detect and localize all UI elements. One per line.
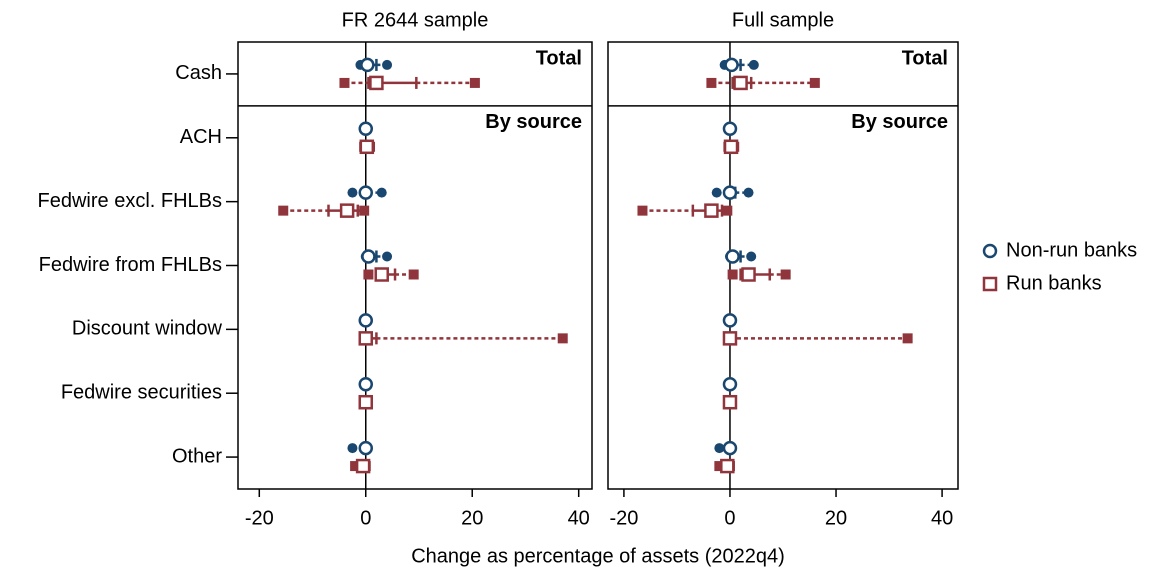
outer-marker [278,205,289,216]
median-marker [355,458,371,474]
x-tick-label: 20 [825,507,847,529]
y-tick-label: Fedwire securities [61,381,222,403]
y-tick-label: Cash [175,62,222,84]
x-axis-label: Change as percentage of assets (2022q4) [411,545,785,567]
outer-marker [714,443,725,454]
outer-marker [809,77,820,88]
outer-marker [727,269,738,280]
median-marker [358,313,374,328]
outer-marker [706,77,717,88]
median-marker [360,57,375,73]
median-marker [722,440,738,456]
median-marker [358,121,374,137]
outer-marker [382,59,393,70]
x-tick-label: 20 [461,507,483,529]
outer-marker [382,251,393,262]
legend-label: Non-run banks [1006,239,1137,261]
x-tick-label: 0 [360,507,371,529]
y-tick-label: Other [172,445,222,467]
median-marker [358,440,374,456]
median-marker [722,313,738,328]
median-marker [358,394,374,410]
median-marker [369,75,384,91]
outer-marker [711,187,722,198]
outer-marker [359,205,370,216]
median-marker [723,139,739,155]
median-marker [733,75,748,91]
median-marker [361,249,376,264]
outer-marker [637,205,648,216]
outer-marker [902,333,913,344]
outer-marker [743,187,754,198]
outer-marker [722,205,733,216]
outer-marker [363,269,374,280]
outer-marker [746,251,757,262]
outer-marker [780,269,791,280]
y-tick-label: Fedwire from FHLBs [39,254,222,276]
y-tick-label: Discount window [72,318,223,340]
outer-marker [469,77,480,88]
panel-frame [237,41,593,490]
outer-marker [408,269,419,280]
x-tick-label: 40 [931,507,953,529]
outer-marker [748,59,759,70]
median-marker [722,185,738,200]
median-marker [358,331,374,346]
x-tick-label: 40 [568,507,590,529]
x-tick-label: -20 [245,507,274,529]
median-marker [339,203,355,218]
median-marker [720,458,735,474]
median-marker [358,185,374,200]
median-marker [358,376,374,392]
median-marker [741,267,756,282]
panel-frame [607,41,959,490]
x-tick-label: -20 [609,507,638,529]
outer-marker [376,187,387,198]
median-marker [725,249,740,264]
median-marker [722,376,738,392]
median-marker [374,267,389,282]
median-marker [722,331,738,346]
outer-marker [350,461,361,472]
outer-marker [347,443,358,454]
median-marker [359,139,375,155]
median-marker [704,203,719,218]
panel-title: FR 2644 sample [342,9,489,31]
outer-marker [339,77,350,88]
outer-marker [557,333,568,344]
legend-marker [982,243,998,259]
median-marker [722,121,738,137]
legend-marker [982,276,998,292]
median-marker [722,394,738,410]
panel-title: Full sample [732,9,834,31]
legend-label: Run banks [1006,272,1102,294]
section-label: Total [536,47,582,69]
median-marker [724,57,739,73]
y-tick-label: ACH [180,126,222,148]
section-label: Total [902,47,948,69]
outer-marker [714,461,725,472]
section-label: By source [851,111,948,133]
outer-marker [347,187,358,198]
x-tick-label: 0 [724,507,735,529]
y-tick-label: Fedwire excl. FHLBs [38,190,223,212]
section-label: By source [485,111,582,133]
